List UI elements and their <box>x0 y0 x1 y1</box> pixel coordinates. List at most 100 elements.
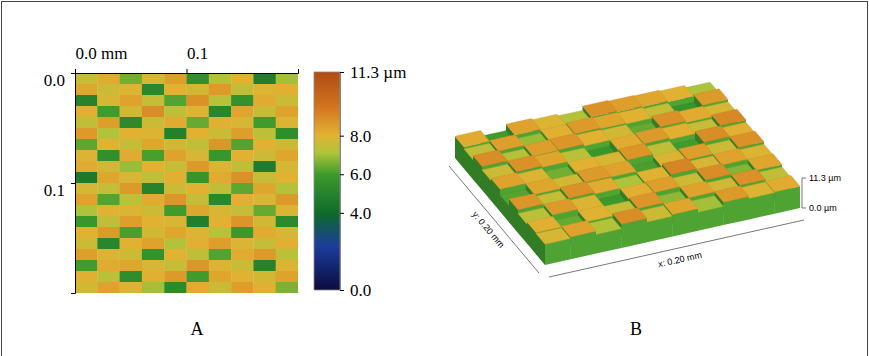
heatmap-cell <box>97 95 120 106</box>
heatmap-cell <box>120 238 143 249</box>
surface-top <box>697 164 732 180</box>
heatmap-cell <box>187 117 210 128</box>
surface-top <box>509 193 544 209</box>
heatmap-cell <box>231 150 254 161</box>
heatmap-cell <box>120 205 143 216</box>
y-axis-line <box>449 166 539 273</box>
heatmap-cell <box>187 128 210 139</box>
colorbar-tick-label: 0.0 <box>350 281 371 300</box>
heatmap-cell <box>142 216 165 227</box>
heatmap-cell <box>164 117 187 128</box>
heatmap-cell <box>253 271 276 282</box>
heatmap-cell <box>164 161 187 172</box>
heatmap-cell <box>253 95 276 106</box>
surface-top <box>473 150 508 166</box>
x-tick-label: 0.1 <box>187 44 208 63</box>
heatmap-cell <box>209 282 232 293</box>
heatmap-cell <box>75 161 98 172</box>
heatmap-cell <box>142 106 165 117</box>
colorbar-tick-mark <box>340 290 344 291</box>
heatmap-cell <box>142 73 165 84</box>
heatmap-cell <box>231 205 254 216</box>
z-axis-line <box>802 178 803 208</box>
heatmap-cell <box>142 249 165 260</box>
surface-top <box>662 158 697 174</box>
y-tick-label: 0.0 <box>44 71 65 90</box>
heatmap-cell <box>97 271 120 282</box>
heatmap-cell <box>276 73 298 84</box>
heatmap-cell <box>209 238 232 249</box>
heatmap-cell <box>187 282 210 293</box>
heatmap-cell <box>187 194 210 205</box>
heatmap-cell <box>75 194 98 205</box>
heatmap-cell <box>253 238 276 249</box>
heatmap-cell <box>97 205 120 216</box>
heatmap-cell <box>187 172 210 183</box>
x-tick-mark <box>75 69 76 73</box>
heatmap-cell <box>187 260 210 271</box>
heatmap-cell <box>97 84 120 95</box>
heatmap-cell <box>231 260 254 271</box>
heatmap-cell <box>97 117 120 128</box>
y-axis: 0.0 0.1 <box>44 71 76 293</box>
heatmap-cell <box>75 84 98 95</box>
heatmap-cell <box>187 161 210 172</box>
heatmap-cell <box>97 106 120 117</box>
colorbar-tick-mark <box>340 174 344 175</box>
heatmap-cell <box>209 73 232 84</box>
heatmap-cell <box>209 249 232 260</box>
colorbar-tick: 0.0 <box>340 281 371 300</box>
heatmap-cell <box>231 161 254 172</box>
heatmap-cell <box>276 84 298 95</box>
heatmap-cell <box>97 260 120 271</box>
colorbar-gradient <box>314 72 340 290</box>
heatmap-cell <box>231 227 254 238</box>
x-axis-line <box>549 220 804 277</box>
figure-border <box>2 2 868 356</box>
heatmap-cell <box>253 73 276 84</box>
heatmap-cell <box>75 183 98 194</box>
heatmap-cell <box>142 227 165 238</box>
heatmap-cell <box>97 194 120 205</box>
heatmap-cell <box>253 84 276 95</box>
heatmap-cell <box>120 271 143 282</box>
x-tick-mark <box>187 69 188 73</box>
heatmap-cell <box>209 205 232 216</box>
heatmap-cell <box>253 117 276 128</box>
heatmap-cell <box>164 282 187 293</box>
colorbar-tick-mark <box>340 72 344 73</box>
heatmap-cell <box>97 183 120 194</box>
y-tick: 0.1 <box>44 181 75 200</box>
heatmap-cell <box>97 139 120 150</box>
heatmap-cell <box>209 260 232 271</box>
heatmap-cell <box>120 172 143 183</box>
heatmap-cell <box>97 128 120 139</box>
heatmap-cell <box>120 194 143 205</box>
figure: 0.0 mm0.10.00.10.04.06.08.011.3 µmAx: 0.… <box>0 0 869 356</box>
heatmap-cell <box>253 227 276 238</box>
heatmap-cell <box>164 150 187 161</box>
heatmap-cell <box>164 172 187 183</box>
heatmap-cell <box>120 150 143 161</box>
colorbar-tick-label: 6.0 <box>350 165 371 184</box>
heatmap-cell <box>120 282 143 293</box>
heatmap-cell <box>276 106 298 117</box>
surface-top <box>560 182 595 198</box>
heatmap-cell <box>253 249 276 260</box>
heatmap-cell <box>164 183 187 194</box>
heatmap-cell <box>209 271 232 282</box>
surface-top <box>506 119 541 135</box>
heatmap-cell <box>276 183 298 194</box>
surface-top <box>491 173 526 189</box>
heatmap-cell <box>120 73 143 84</box>
heatmap-cell <box>120 249 143 260</box>
surface-top <box>731 169 766 185</box>
heatmap-cell <box>187 249 210 260</box>
heatmap-cell <box>231 216 254 227</box>
colorbar-axis-line <box>341 73 345 291</box>
colorbar-tick: 11.3 µm <box>340 63 406 82</box>
heatmap-cell <box>97 227 120 238</box>
heatmap-cell <box>231 95 254 106</box>
heatmap-cell <box>276 216 298 227</box>
z-tick-mark <box>802 208 806 209</box>
